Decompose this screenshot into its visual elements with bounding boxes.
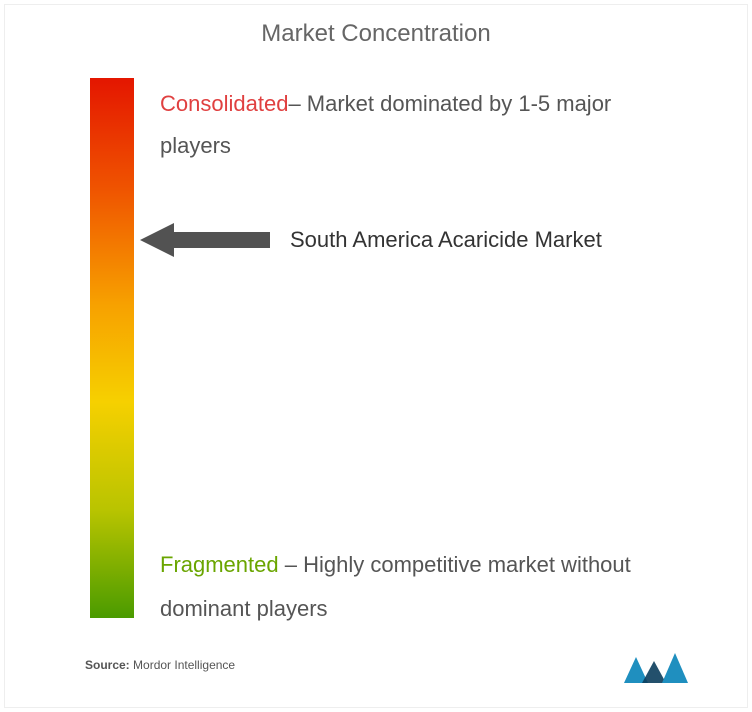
concentration-gradient-scale — [90, 78, 134, 618]
consolidated-label: Consolidated– Market dominated by 1-5 ma… — [160, 83, 672, 167]
source-prefix: Source: — [85, 658, 130, 672]
source-attribution: Source: Mordor Intelligence — [85, 658, 235, 672]
chart-body: Consolidated– Market dominated by 1-5 ma… — [40, 78, 712, 638]
consolidated-highlight: Consolidated — [160, 91, 288, 116]
fragmented-label: Fragmented – Highly competitive market w… — [160, 543, 672, 631]
market-name-label: South America Acaricide Market — [290, 227, 602, 253]
source-value: Mordor Intelligence — [133, 658, 235, 672]
market-indicator: South America Acaricide Market — [140, 223, 602, 257]
mordor-logo-icon — [622, 651, 692, 687]
chart-title: Market Concentration — [0, 20, 752, 48]
fragmented-highlight: Fragmented — [160, 552, 279, 577]
market-concentration-diagram: Market Concentration Consolidated– Marke… — [0, 0, 752, 712]
arrow-left-icon — [140, 223, 270, 257]
